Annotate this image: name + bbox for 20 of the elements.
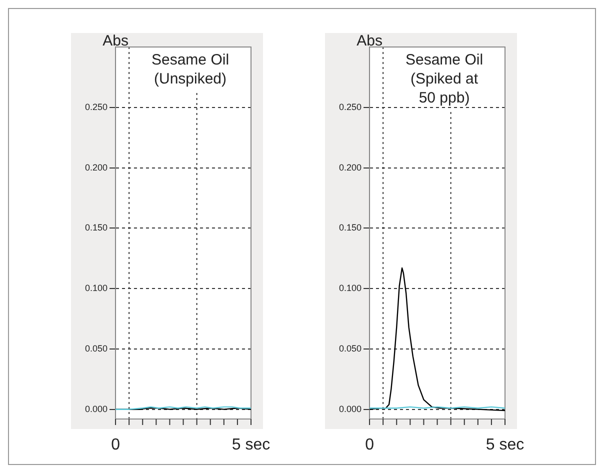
y-tick-label: 0.200 [84,162,108,172]
annotation: Sesame Oil (Spiked at 50 ppb) [405,52,484,107]
y-tick-label: 0.050 [84,343,108,354]
y-tick-label: 0.100 [84,283,108,294]
x-tick-label: 5 sec [486,436,524,454]
y-tick-label: 0.200 [338,162,362,172]
x-tick-label: 5 sec [232,436,270,454]
y-tick-label: 0.050 [338,343,362,354]
y-axis-title: Abs [356,32,382,50]
annotation: Sesame Oil (Unspiked) [151,52,230,88]
y-tick-label: 0.250 [338,102,362,112]
y-tick-label: 0.150 [84,222,108,233]
y-tick-label: 0.000 [84,404,108,414]
x-tick-label: 0 [365,436,374,454]
y-tick-label: 0.250 [84,102,108,112]
y-tick-label: 0.100 [338,283,362,294]
y-tick-label: 0.150 [338,222,362,233]
x-tick-label: 0 [111,436,120,454]
y-tick-label: 0.000 [338,404,362,414]
y-axis-title: Abs [102,32,128,50]
